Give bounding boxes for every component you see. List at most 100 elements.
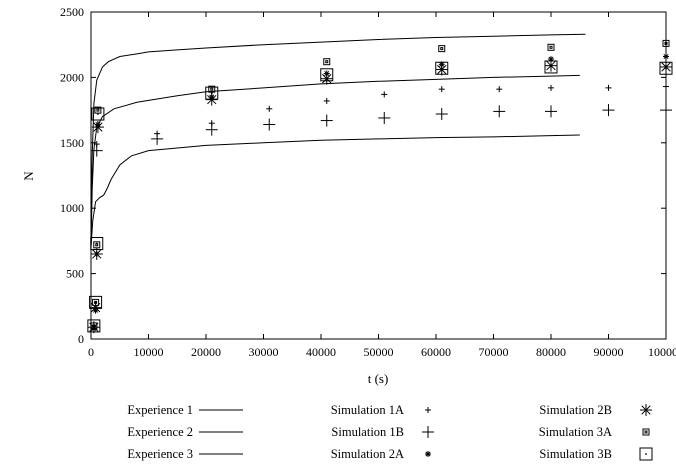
y-tick-label-2: 1000 <box>60 201 84 215</box>
point-3-7 <box>496 86 503 93</box>
legend-item-6: Simulation 2B <box>539 403 652 417</box>
point-7-1 <box>92 298 100 306</box>
legend-item-1: Experience 2 <box>127 425 243 439</box>
point-7-0 <box>90 322 98 330</box>
series-3 <box>93 83 669 148</box>
legend-swatch-5 <box>425 451 431 457</box>
x-tick-label-3: 30000 <box>249 345 279 359</box>
x-tick-label-2: 20000 <box>191 345 221 359</box>
point-4-9 <box>602 104 615 117</box>
legend-label-4: Simulation 1B <box>331 425 404 439</box>
legend-label-6: Simulation 2B <box>539 403 612 417</box>
x-axis-title: t (s) <box>368 371 389 386</box>
x-tick-label-5: 50000 <box>364 345 394 359</box>
legend-item-2: Experience 3 <box>127 447 243 461</box>
point-4-2 <box>205 123 218 136</box>
legend-swatch-7 <box>642 428 650 436</box>
x-tick-label-8: 80000 <box>536 345 566 359</box>
point-4-10 <box>660 104 672 117</box>
legend-label-7: Simulation 3A <box>539 425 612 439</box>
point-4-1 <box>151 132 164 145</box>
series-line-1 <box>90 74 580 248</box>
point-4-7 <box>493 105 506 118</box>
series-7 <box>90 39 670 330</box>
legend: Experience 1 Experience 2 Experience 3 Simu… <box>127 403 653 461</box>
series-line-0 <box>90 33 586 248</box>
y-tick-label-3: 1500 <box>60 136 84 150</box>
legend-swatch-3 <box>425 407 431 413</box>
point-7-5 <box>323 58 331 66</box>
ticks: 0 10000 20000 30000 40000 50000 60000 70000 8000… <box>60 5 676 359</box>
point-7-4 <box>208 85 216 93</box>
point-6-6 <box>435 63 448 76</box>
x-tick-label-4: 40000 <box>306 345 336 359</box>
point-4-6 <box>435 108 448 121</box>
series-6 <box>87 59 672 334</box>
y-tick-label-4: 2000 <box>60 70 84 84</box>
legend-label-3: Simulation 1A <box>331 403 404 417</box>
point-8-3 <box>91 107 105 121</box>
point-6-3 <box>91 121 104 134</box>
series-2 <box>90 134 580 248</box>
point-3-6 <box>438 86 445 93</box>
x-tick-label-6: 60000 <box>421 345 451 359</box>
point-4-5 <box>378 111 391 124</box>
y-axis-title: N <box>21 171 36 181</box>
legend-label-2: Experience 3 <box>127 447 193 461</box>
point-7-6 <box>438 45 446 53</box>
point-4-0 <box>90 144 103 157</box>
point-3-8 <box>548 84 554 91</box>
series-4 <box>90 104 672 157</box>
point-5-8 <box>663 53 669 60</box>
point-3-3 <box>266 105 273 112</box>
x-tick-label-9: 90000 <box>594 345 624 359</box>
point-4-8 <box>545 105 557 118</box>
point-3-9 <box>605 84 612 91</box>
legend-label-5: Simulation 2A <box>331 447 404 461</box>
point-7-7 <box>547 43 555 51</box>
legend-item-8: Simulation 3B <box>539 447 653 461</box>
legend-label-0: Experience 1 <box>127 403 193 417</box>
series-line-2 <box>90 134 580 248</box>
legend-item-5: Simulation 2A <box>331 447 431 461</box>
point-4-3 <box>263 118 276 131</box>
legend-swatch-8 <box>639 447 653 461</box>
point-8-4 <box>205 86 219 100</box>
x-tick-label-1: 10000 <box>134 345 164 359</box>
point-4-4 <box>320 114 333 127</box>
series <box>87 33 673 334</box>
point-3-5 <box>381 91 388 98</box>
point-3-10 <box>663 83 669 90</box>
legend-item-7: Simulation 3A <box>539 425 650 439</box>
point-8-1 <box>89 295 103 309</box>
legend-swatch-6 <box>640 404 652 416</box>
legend-item-0: Experience 1 <box>127 403 243 417</box>
legend-item-4: Simulation 1B <box>331 425 434 439</box>
point-6-4 <box>205 93 218 106</box>
point-6-7 <box>545 59 557 72</box>
y-tick-label-5: 2500 <box>60 5 84 19</box>
point-8-6 <box>435 61 449 75</box>
legend-label-1: Experience 2 <box>127 425 193 439</box>
y-tick-label-1: 500 <box>66 267 84 281</box>
series-8 <box>87 60 673 333</box>
x-tick-label-7: 70000 <box>479 345 509 359</box>
legend-swatch-4 <box>422 426 434 438</box>
series-0 <box>90 33 586 248</box>
y-tick-label-0: 0 <box>78 332 84 346</box>
point-3-4 <box>323 97 330 104</box>
x-tick-label-0: 0 <box>88 345 94 359</box>
plot-frame <box>90 11 667 340</box>
legend-label-8: Simulation 3B <box>539 447 612 461</box>
point-6-8 <box>660 60 672 73</box>
point-8-0 <box>87 319 101 333</box>
point-8-2 <box>90 237 104 251</box>
point-8-5 <box>320 68 334 82</box>
point-8-8 <box>659 61 673 75</box>
legend-item-3: Simulation 1A <box>331 403 431 417</box>
point-8-7 <box>544 60 558 74</box>
series-1 <box>90 74 580 248</box>
point-7-3 <box>94 106 102 114</box>
